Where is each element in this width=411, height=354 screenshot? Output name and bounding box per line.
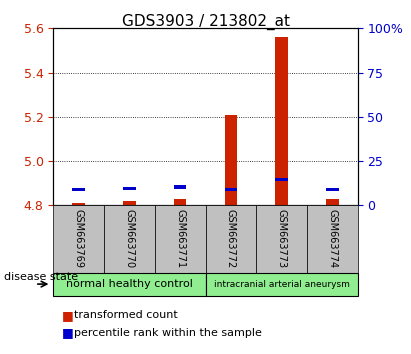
- Text: GDS3903 / 213802_at: GDS3903 / 213802_at: [122, 14, 289, 30]
- Text: GSM663773: GSM663773: [277, 209, 286, 269]
- Text: ■: ■: [62, 309, 74, 321]
- Text: GSM663771: GSM663771: [175, 209, 185, 269]
- Bar: [123, 201, 136, 205]
- Text: intracranial arterial aneurysm: intracranial arterial aneurysm: [214, 280, 349, 289]
- Bar: [224, 188, 237, 191]
- Text: GSM663769: GSM663769: [74, 210, 84, 268]
- Text: transformed count: transformed count: [74, 310, 178, 320]
- Text: percentile rank within the sample: percentile rank within the sample: [74, 328, 262, 338]
- Text: GSM663770: GSM663770: [125, 209, 134, 269]
- Bar: [224, 115, 237, 205]
- Bar: [275, 37, 288, 205]
- Bar: [123, 187, 136, 190]
- Bar: [174, 185, 187, 189]
- Text: ■: ■: [62, 326, 74, 339]
- Bar: [275, 178, 288, 181]
- Text: normal healthy control: normal healthy control: [66, 279, 193, 289]
- Bar: [72, 188, 85, 191]
- Bar: [326, 199, 339, 205]
- Text: disease state: disease state: [4, 272, 78, 282]
- Bar: [72, 203, 85, 205]
- Text: GSM663774: GSM663774: [327, 209, 337, 269]
- Bar: [326, 188, 339, 191]
- Bar: [174, 199, 187, 205]
- Text: GSM663772: GSM663772: [226, 209, 236, 269]
